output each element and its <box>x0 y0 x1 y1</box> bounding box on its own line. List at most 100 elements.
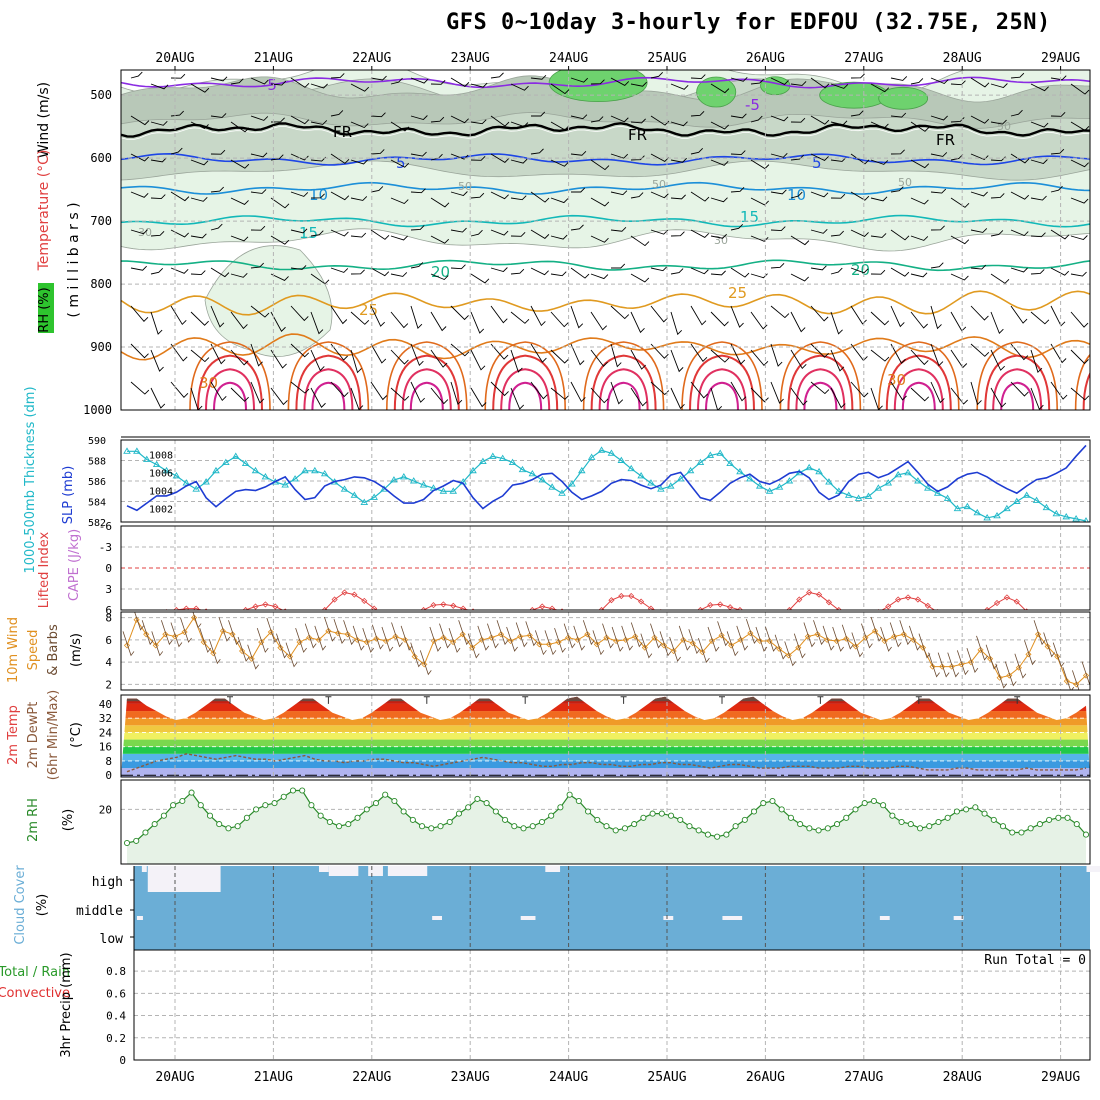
cloud-middle-gap <box>520 916 536 920</box>
wind-speed-point <box>171 633 179 640</box>
wind-barb <box>1070 311 1089 328</box>
temp-band <box>121 739 1090 747</box>
max-temp-tick <box>227 696 233 704</box>
thickness-point <box>350 491 359 498</box>
li-point <box>450 602 457 609</box>
li-point <box>183 605 190 610</box>
wind-speed-point <box>258 639 265 646</box>
wind-barb <box>170 381 189 398</box>
wind-speed-point <box>430 637 437 645</box>
wind-barb <box>810 381 830 395</box>
wind-barb <box>970 153 989 161</box>
wind-barb <box>610 226 627 232</box>
wind-barb-10m <box>419 650 432 676</box>
wind-barb <box>910 197 929 205</box>
wind-barb <box>890 229 910 241</box>
wind-barb <box>330 343 348 361</box>
thickness-point <box>301 466 309 474</box>
wind-barb <box>330 267 349 273</box>
li-point <box>904 594 912 601</box>
thickness-point <box>439 487 448 494</box>
wind-barb <box>350 196 368 201</box>
wind-barb-10m <box>861 623 873 649</box>
cloud-middle-gap <box>953 916 964 920</box>
rh-point <box>483 800 490 807</box>
wind-barb <box>170 267 189 274</box>
li-point <box>1013 598 1020 605</box>
wind-barb <box>910 387 930 402</box>
warm-loop <box>885 354 952 410</box>
wind-speed-point <box>785 652 792 659</box>
date-label-bottom: 27AUG <box>844 1070 883 1085</box>
li-point <box>539 603 546 610</box>
wind-barb <box>1030 311 1050 325</box>
contour-label: 10 <box>309 186 328 204</box>
wind-barb <box>670 83 689 90</box>
wind-tick: 2 <box>105 678 112 691</box>
wind-barb <box>830 311 843 335</box>
label-rh-units: (%) <box>61 809 76 832</box>
cloud-level-high: high <box>92 875 123 890</box>
contour-label: FR <box>333 123 352 141</box>
wind-barb <box>310 230 324 237</box>
wind-barb-10m <box>630 622 643 648</box>
wind-barb-10m <box>256 627 269 653</box>
wind-barb <box>1050 112 1066 117</box>
wind-barb-10m <box>247 644 259 670</box>
thickness-point <box>222 458 230 465</box>
thickness-point <box>854 494 863 501</box>
wind-barb <box>730 381 747 402</box>
wind-speed-point <box>1015 664 1022 671</box>
wind-barb-10m <box>1052 642 1065 668</box>
wind-barb <box>450 153 469 160</box>
rh-point <box>649 810 656 817</box>
thickness-point <box>577 466 586 474</box>
wind-barb <box>510 268 525 275</box>
rh-point <box>271 800 278 807</box>
wind-speed-point <box>382 637 389 645</box>
wind-barb <box>830 157 847 162</box>
wind-barb <box>730 76 748 82</box>
wind-speed-point <box>603 634 610 641</box>
temp-band-top <box>121 696 1090 702</box>
wind-barb-10m <box>276 633 288 659</box>
contour-label: 30 <box>199 374 218 392</box>
rh-point <box>253 806 260 813</box>
wind-barb-10m <box>899 620 912 646</box>
warm-loop <box>1082 371 1090 410</box>
wind-barb-10m <box>573 625 586 651</box>
wind-barb <box>770 115 789 122</box>
wind-barb <box>1050 343 1067 364</box>
label-minmax: (6hr Min/Max) <box>46 690 61 780</box>
wind-barb <box>130 305 149 322</box>
wind-speed-point <box>219 627 226 635</box>
rh-point <box>861 800 868 807</box>
wind-barb <box>530 74 547 80</box>
rh-point <box>317 812 324 819</box>
wind-barb-10m <box>582 620 595 646</box>
wind-barb <box>230 387 249 402</box>
wind-barb <box>630 387 648 407</box>
wind-barb <box>510 232 526 237</box>
rh-point <box>704 831 711 838</box>
wind-barb <box>190 196 208 202</box>
isotherm-20 <box>121 259 1090 272</box>
rh-point <box>603 823 610 830</box>
wind-barb <box>290 305 309 322</box>
panel-frame <box>133 949 1091 1061</box>
contour-label: -5 <box>262 76 277 94</box>
wind-barb <box>470 229 483 237</box>
wind-barb <box>770 305 790 319</box>
wind-barb <box>270 387 288 406</box>
rh-point <box>631 821 638 828</box>
thickness-point <box>469 466 477 474</box>
wind-barb <box>310 387 326 408</box>
rh-point <box>787 814 794 821</box>
wind-barb <box>130 115 150 126</box>
rh-point <box>391 797 398 805</box>
wind-barb <box>750 349 769 366</box>
thickness-point <box>607 449 616 456</box>
wind-barb <box>730 223 744 231</box>
warm-loop <box>484 341 566 410</box>
